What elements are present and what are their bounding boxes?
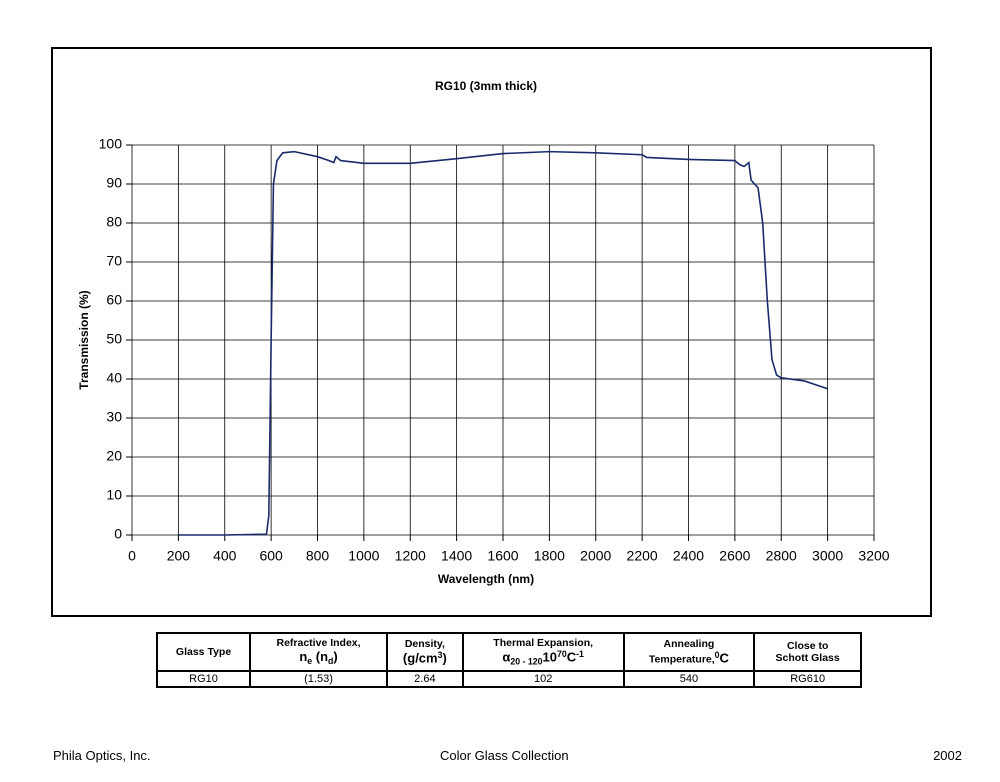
header-cell: Annealing Temperature,0C xyxy=(622,632,756,672)
y-tick-label: 40 xyxy=(106,370,122,386)
y-tick-label: 80 xyxy=(106,214,122,230)
x-axis-title: Wavelength (nm) xyxy=(438,572,534,586)
x-tick-label: 1600 xyxy=(487,548,518,564)
header-text: C xyxy=(719,650,729,666)
cell: 540 xyxy=(622,670,756,688)
header-text: Glass Type xyxy=(175,646,232,658)
header-text: 0 xyxy=(714,650,720,661)
header-text: Density, xyxy=(404,638,445,651)
header-text: Temperature, xyxy=(648,653,715,666)
x-tick-label: 400 xyxy=(213,548,237,564)
x-tick-label: 0 xyxy=(128,548,136,564)
header-row: Glass Type Refractive Index, ne (nd) Dens… xyxy=(155,632,862,672)
header-text: d xyxy=(328,656,334,667)
header-cell: Density, (g/cm3) xyxy=(385,632,464,672)
header-text: α xyxy=(502,649,511,665)
chart-frame xyxy=(51,47,932,617)
cell: 102 xyxy=(461,670,625,688)
y-tick-label: 60 xyxy=(106,292,122,308)
x-tick-label: 2400 xyxy=(673,548,704,564)
header-text: Refractive Index, xyxy=(276,637,361,650)
x-tick-label: 2800 xyxy=(766,548,797,564)
x-tick-label: 1000 xyxy=(348,548,379,564)
cell: (1.53) xyxy=(249,670,388,688)
x-tick-label: 2600 xyxy=(719,548,750,564)
header-cell: Close to Schott Glass xyxy=(753,632,862,672)
x-tick-label: 800 xyxy=(306,548,330,564)
header-text: Schott Glass xyxy=(775,652,840,664)
properties-table: Glass Type Refractive Index, ne (nd) Dens… xyxy=(155,632,862,688)
header-cell: Glass Type xyxy=(155,632,252,672)
header-text: ) xyxy=(333,649,338,665)
header-cell: Thermal Expansion, α20 - 1201070C-1 xyxy=(461,632,625,672)
y-tick-label: 90 xyxy=(106,175,122,191)
data-line xyxy=(178,150,828,536)
x-tick-label: 2000 xyxy=(580,548,611,564)
data-row: RG10 (1.53) 2.64 102 540 RG610 xyxy=(155,670,862,688)
x-tick-label: 1800 xyxy=(534,548,565,564)
x-tick-label: 600 xyxy=(259,548,283,564)
header-text: ) xyxy=(442,650,447,666)
header-text: Close to xyxy=(786,640,829,652)
header-text: 20 - 120 xyxy=(510,656,543,667)
y-tick-label: 70 xyxy=(106,253,122,269)
header-text: 7 xyxy=(557,649,562,660)
x-tick-label: 3200 xyxy=(858,548,889,564)
cell: RG610 xyxy=(753,670,862,688)
header-cell: Refractive Index, ne (nd) xyxy=(249,632,388,672)
cell: RG10 xyxy=(155,670,252,688)
y-tick-label: 20 xyxy=(106,448,122,464)
x-tick-label: 3000 xyxy=(812,548,843,564)
cell: 2.64 xyxy=(385,670,464,688)
header-text: 3 xyxy=(437,650,443,661)
header-text: Thermal Expansion, xyxy=(493,637,594,650)
y-tick-label: 10 xyxy=(106,487,122,503)
x-tick-label: 200 xyxy=(167,548,191,564)
y-tick-label: 100 xyxy=(99,136,123,152)
footer-left: Phila Optics, Inc. xyxy=(53,748,151,763)
header-text: -1 xyxy=(576,649,584,660)
y-tick-label: 50 xyxy=(106,331,122,347)
header-text: (g/cm xyxy=(402,650,438,666)
y-axis-title: Transmission (%) xyxy=(77,290,91,389)
x-tick-label: 1200 xyxy=(395,548,426,564)
header-text: n xyxy=(299,649,308,665)
chart: RG10 (3mm thick) Wavelength (nm) Transmi… xyxy=(51,47,932,617)
header-text: Annealing xyxy=(663,638,715,651)
footer-center: Color Glass Collection xyxy=(440,748,569,763)
x-tick-label: 1400 xyxy=(441,548,472,564)
x-tick-label: 2200 xyxy=(627,548,658,564)
header-text: C xyxy=(566,649,577,665)
header-text: (n xyxy=(312,649,329,665)
header-text: e xyxy=(307,656,313,667)
y-tick-label: 0 xyxy=(114,526,122,542)
header-text: 0 xyxy=(561,649,567,660)
y-tick-label: 30 xyxy=(106,409,122,425)
header-text: 10 xyxy=(542,649,557,665)
chart-title: RG10 (3mm thick) xyxy=(435,79,537,93)
footer-right: 2002 xyxy=(933,748,962,763)
